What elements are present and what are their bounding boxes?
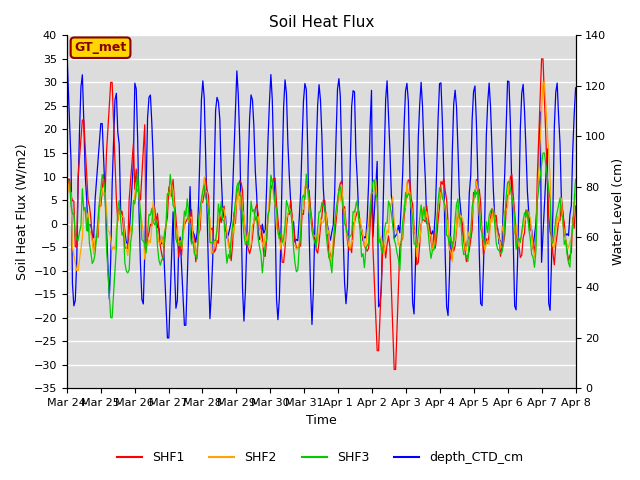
Line: SHF3: SHF3 xyxy=(67,153,575,318)
Y-axis label: Soil Heat Flux (W/m2): Soil Heat Flux (W/m2) xyxy=(15,144,28,280)
depth_CTD_cm xyxy=(545,300,552,306)
SHF3 xyxy=(216,213,224,218)
SHF1 xyxy=(232,220,239,226)
SHF3 xyxy=(572,176,579,182)
SHF3 xyxy=(547,197,554,203)
SHF1 xyxy=(547,229,554,235)
SHF1 xyxy=(390,367,398,372)
SHF3 xyxy=(241,242,249,248)
SHF1 xyxy=(538,56,545,62)
SHF3 xyxy=(233,183,241,189)
Y-axis label: Water Level (cm): Water Level (cm) xyxy=(612,158,625,265)
SHF2 xyxy=(241,231,249,237)
SHF2 xyxy=(216,206,224,212)
depth_CTD_cm xyxy=(287,200,294,205)
SHF3 xyxy=(127,240,134,246)
SHF1 xyxy=(214,240,222,246)
SHF2 xyxy=(287,209,294,215)
Line: SHF1: SHF1 xyxy=(67,59,575,370)
SHF2 xyxy=(572,192,579,197)
SHF1 xyxy=(240,217,248,223)
SHF2 xyxy=(539,80,547,85)
SHF2 xyxy=(73,268,81,274)
Title: Soil Heat Flux: Soil Heat Flux xyxy=(269,15,374,30)
Line: depth_CTD_cm: depth_CTD_cm xyxy=(67,48,575,338)
SHF3 xyxy=(107,315,115,321)
Line: SHF2: SHF2 xyxy=(67,83,575,271)
SHF1 xyxy=(125,197,133,203)
SHF1 xyxy=(285,212,293,217)
SHF2 xyxy=(547,174,554,180)
SHF3 xyxy=(287,208,294,214)
SHF3 xyxy=(63,180,70,186)
depth_CTD_cm xyxy=(572,85,579,91)
depth_CTD_cm xyxy=(241,288,249,294)
SHF2 xyxy=(63,195,70,201)
depth_CTD_cm xyxy=(63,45,70,51)
Text: GT_met: GT_met xyxy=(74,41,127,54)
X-axis label: Time: Time xyxy=(306,414,337,427)
SHF1 xyxy=(572,203,579,209)
SHF3 xyxy=(539,150,547,156)
SHF2 xyxy=(127,223,134,228)
depth_CTD_cm xyxy=(164,335,172,341)
SHF1 xyxy=(63,203,70,209)
Legend: SHF1, SHF2, SHF3, depth_CTD_cm: SHF1, SHF2, SHF3, depth_CTD_cm xyxy=(112,446,528,469)
depth_CTD_cm xyxy=(125,234,133,240)
depth_CTD_cm xyxy=(233,68,241,74)
depth_CTD_cm xyxy=(216,117,224,122)
SHF2 xyxy=(233,196,241,202)
